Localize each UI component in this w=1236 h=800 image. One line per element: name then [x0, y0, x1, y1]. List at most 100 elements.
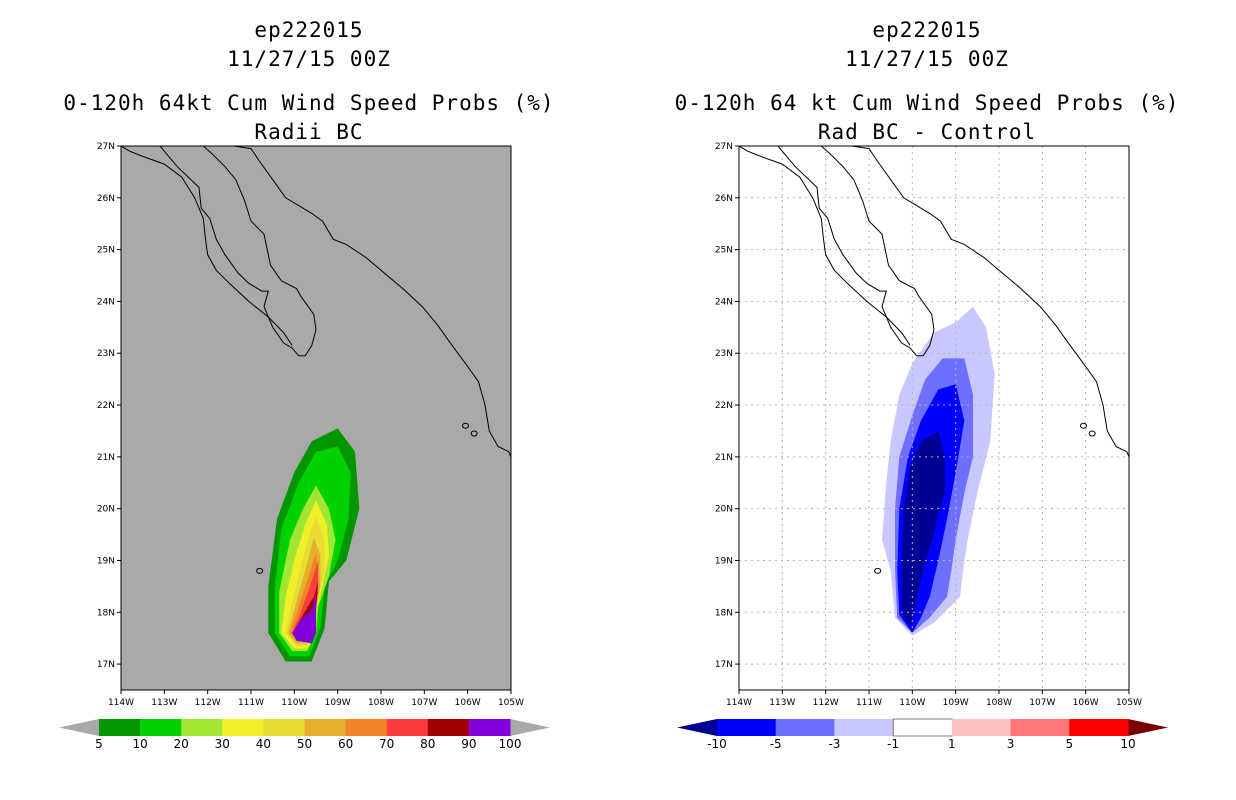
colorbar-swatch	[717, 719, 777, 736]
plot-frame	[738, 145, 1130, 691]
coastline-mainland	[233, 146, 511, 458]
colorbar-swatch	[181, 719, 223, 736]
x-tick-label: 112W	[813, 698, 839, 708]
island	[470, 430, 478, 437]
colorbar-label: 5	[1065, 737, 1073, 751]
x-tick-label: 112W	[195, 698, 221, 708]
right-chart: 114W 113W 112W 111W 110W 109W 108W 107W 106W 105W…	[677, 142, 1168, 751]
colorbar-label: 3	[1007, 737, 1015, 751]
colorbar-over-arrow	[510, 719, 550, 736]
right-panel: ep222015 11/27/15 00Z 0-120h 64 kt Cum W…	[618, 0, 1236, 800]
island	[1080, 422, 1087, 429]
y-tick-label: 20N	[97, 505, 115, 515]
colorbar-swatch	[263, 719, 305, 736]
left-title: 0-120h 64kt Cum Wind Speed Probs (%)	[63, 91, 555, 115]
colorbar-swatch	[386, 719, 429, 736]
x-tick-label: 108W	[986, 698, 1012, 708]
right-storm-id: ep222015	[872, 18, 982, 42]
colorbar-label: 70	[379, 737, 394, 751]
x-tick-label: 109W	[325, 698, 351, 708]
coastline-baja_east	[159, 146, 317, 357]
y-tick-label: 18N	[97, 608, 115, 618]
x-tick-label: 107W	[1029, 698, 1055, 708]
x-tick-label: 106W	[455, 698, 481, 708]
colorbar-label: 90	[461, 737, 476, 751]
colorbar-label: 10	[132, 737, 147, 751]
y-tick-label: 22N	[715, 401, 733, 411]
right-subtitle: Rad BC - Control	[817, 120, 1037, 144]
y-tick-label: 18N	[715, 608, 733, 618]
colorbar-swatch	[1010, 719, 1070, 736]
colorbar-swatch	[775, 719, 835, 736]
x-tick-label: 113W	[151, 698, 177, 708]
colorbar-label: 1	[948, 737, 956, 751]
colorbar-label: -10	[707, 737, 727, 751]
right-datetime: 11/27/15 00Z	[845, 47, 1009, 71]
colorbar-swatch	[951, 719, 1012, 736]
y-tick-label: 19N	[97, 556, 115, 566]
island	[256, 567, 264, 574]
x-tick-label: 107W	[411, 698, 437, 708]
x-tick-label: 110W	[281, 698, 307, 708]
colorbar-swatch	[468, 719, 511, 736]
plot-area	[121, 146, 511, 662]
y-tick-label: 23N	[715, 349, 733, 359]
x-tick-label: 109W	[943, 698, 969, 708]
colorbar-label: -5	[770, 737, 782, 751]
island	[1088, 430, 1096, 437]
colorbar-label: 30	[215, 737, 230, 751]
contour-level-90	[292, 594, 316, 644]
x-tick-label: 114W	[726, 698, 752, 708]
colorbar-label: 20	[174, 737, 189, 751]
colorbar-label: 50	[297, 737, 312, 751]
colorbar-label: 40	[256, 737, 271, 751]
y-tick-label: 17N	[715, 660, 733, 670]
y-tick-label: 27N	[97, 142, 115, 152]
colorbar-swatch	[222, 719, 264, 736]
x-tick-label: 110W	[899, 698, 925, 708]
island	[874, 567, 882, 574]
x-tick-label: 106W	[1073, 698, 1099, 708]
colorbar-over-arrow	[1128, 719, 1168, 736]
y-tick-label: 22N	[97, 401, 115, 411]
y-tick-label: 20N	[715, 505, 733, 515]
colorbar-under-arrow	[59, 719, 99, 736]
plot-frame	[120, 145, 512, 691]
y-tick-label: 24N	[97, 297, 115, 307]
coastline-baja_west	[739, 146, 911, 346]
colorbar-label: -1	[887, 737, 899, 751]
right-title: 0-120h 64 kt Cum Wind Speed Probs (%)	[674, 91, 1180, 115]
colorbar-label: 80	[420, 737, 435, 751]
colorbar-swatch	[892, 718, 953, 737]
colorbar-label: 100	[499, 737, 522, 751]
colorbar-swatch	[1069, 719, 1129, 736]
left-datetime: 11/27/15 00Z	[227, 47, 391, 71]
y-tick-label: 26N	[97, 194, 115, 204]
colorbar-swatch	[99, 719, 141, 736]
y-tick-label: 25N	[715, 246, 733, 256]
plot-area	[739, 146, 1129, 690]
colorbar-label: -3	[828, 737, 840, 751]
x-tick-label: 108W	[368, 698, 394, 708]
colorbar-under-arrow	[677, 719, 717, 736]
x-tick-label: 113W	[769, 698, 795, 708]
x-tick-label: 111W	[238, 698, 264, 708]
y-tick-label: 24N	[715, 297, 733, 307]
colorbar-label: 60	[338, 737, 353, 751]
y-tick-label: 23N	[97, 349, 115, 359]
x-tick-label: 114W	[108, 698, 134, 708]
colorbar-swatch	[304, 719, 347, 736]
colorbar-label: 5	[95, 737, 103, 751]
x-tick-label: 105W	[498, 698, 524, 708]
x-tick-label: 111W	[856, 698, 882, 708]
colorbar-swatch	[140, 719, 182, 736]
coastline-mainland	[851, 146, 1129, 458]
colorbar-label: 10	[1120, 737, 1135, 751]
left-storm-id: ep222015	[254, 18, 364, 42]
left-chart: 114W 113W 112W 111W 110W 109W 108W 107W 106W 105W…	[59, 142, 550, 751]
island	[462, 422, 469, 429]
coastline-baja_west	[121, 146, 293, 346]
y-tick-label: 25N	[97, 246, 115, 256]
y-tick-label: 17N	[97, 660, 115, 670]
coastline-baja_east	[777, 146, 935, 357]
